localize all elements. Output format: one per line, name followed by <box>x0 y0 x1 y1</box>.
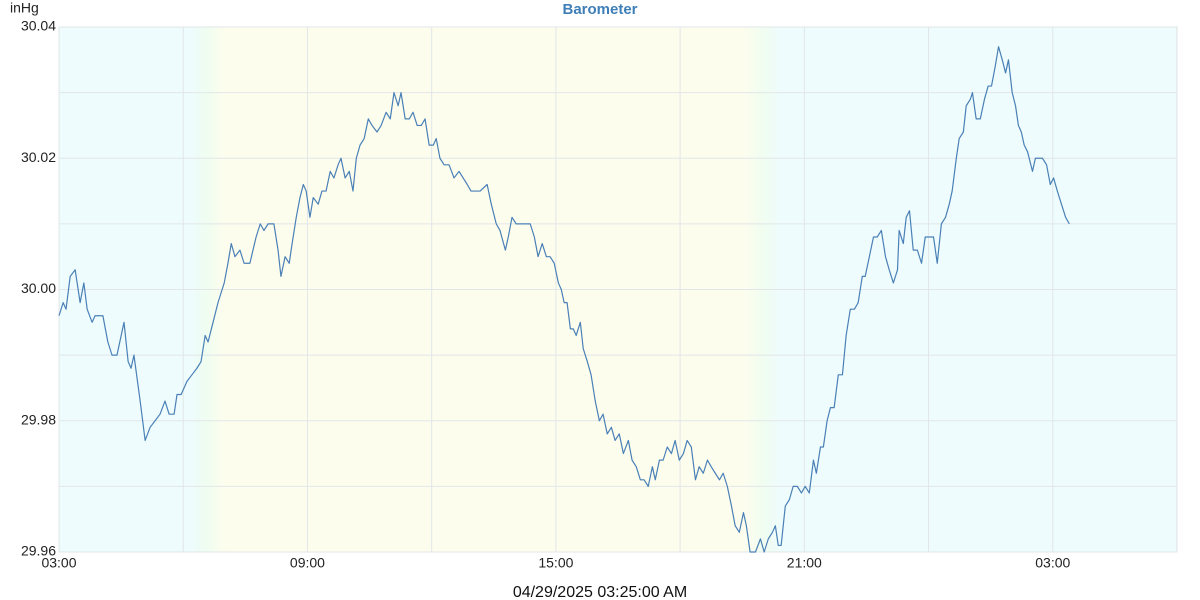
y-tick-label: 30.04 <box>21 18 56 34</box>
y-tick-label: 30.00 <box>21 280 56 296</box>
y-tick-label: 29.98 <box>21 411 56 427</box>
x-tick-label: 15:00 <box>538 555 573 571</box>
x-tick-label: 09:00 <box>290 555 325 571</box>
x-tick-label: 03:00 <box>41 555 76 571</box>
marks <box>58 46 1070 553</box>
y-tick-label: 29.96 <box>21 543 56 559</box>
y-tick-label: 30.02 <box>21 149 56 165</box>
chart-title: Barometer <box>562 1 637 18</box>
y-axis-label: inHg <box>10 0 39 16</box>
line-series <box>58 46 1070 553</box>
x-tick-label: 21:00 <box>787 555 822 571</box>
grid <box>58 26 1177 553</box>
x-tick-label: 03:00 <box>1035 555 1070 571</box>
timestamp: 04/29/2025 03:25:00 AM <box>513 584 687 600</box>
